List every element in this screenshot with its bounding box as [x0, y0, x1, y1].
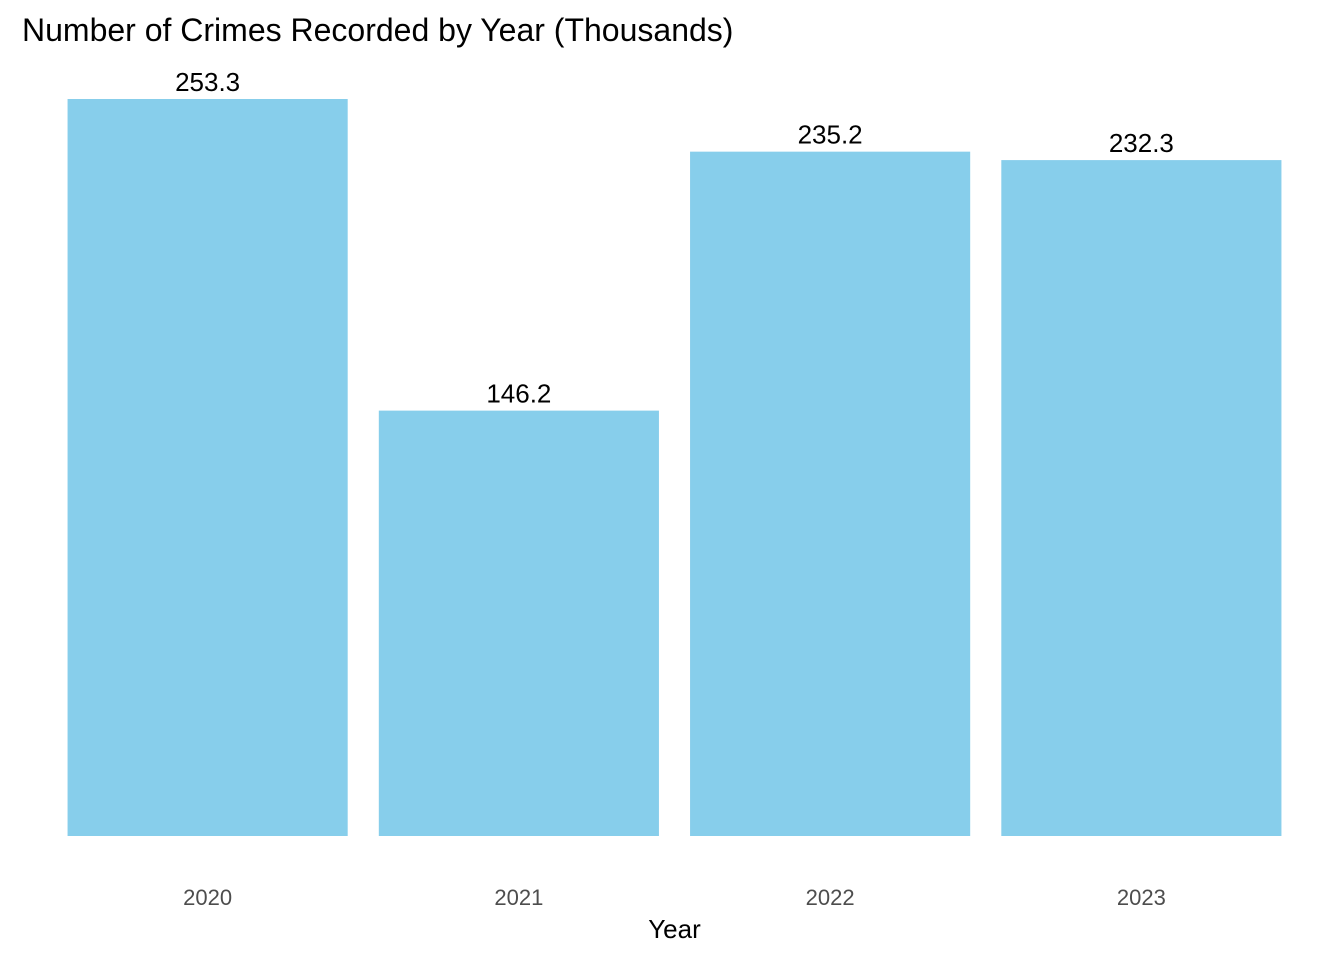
value-label-2021: 146.2 [486, 379, 551, 409]
chart-title: Number of Crimes Recorded by Year (Thous… [22, 12, 734, 48]
value-label-2023: 232.3 [1109, 128, 1174, 158]
value-label-2022: 235.2 [798, 120, 863, 150]
x-axis-label: Year [648, 914, 701, 944]
x-tick-labels-layer: 2020 2021 2022 2023 [183, 885, 1166, 910]
bar-2023 [1001, 160, 1282, 837]
bars-layer [67, 99, 1282, 837]
value-labels-layer: 253.3 146.2 235.2 232.3 [175, 67, 1174, 409]
x-tick-label-2021: 2021 [494, 885, 543, 910]
x-tick-label-2023: 2023 [1117, 885, 1166, 910]
bar-2020 [67, 99, 348, 836]
x-tick-label-2020: 2020 [183, 885, 232, 910]
value-label-2020: 253.3 [175, 67, 240, 97]
bar-2022 [690, 151, 971, 836]
x-tick-label-2022: 2022 [806, 885, 855, 910]
bar-2021 [378, 410, 659, 836]
